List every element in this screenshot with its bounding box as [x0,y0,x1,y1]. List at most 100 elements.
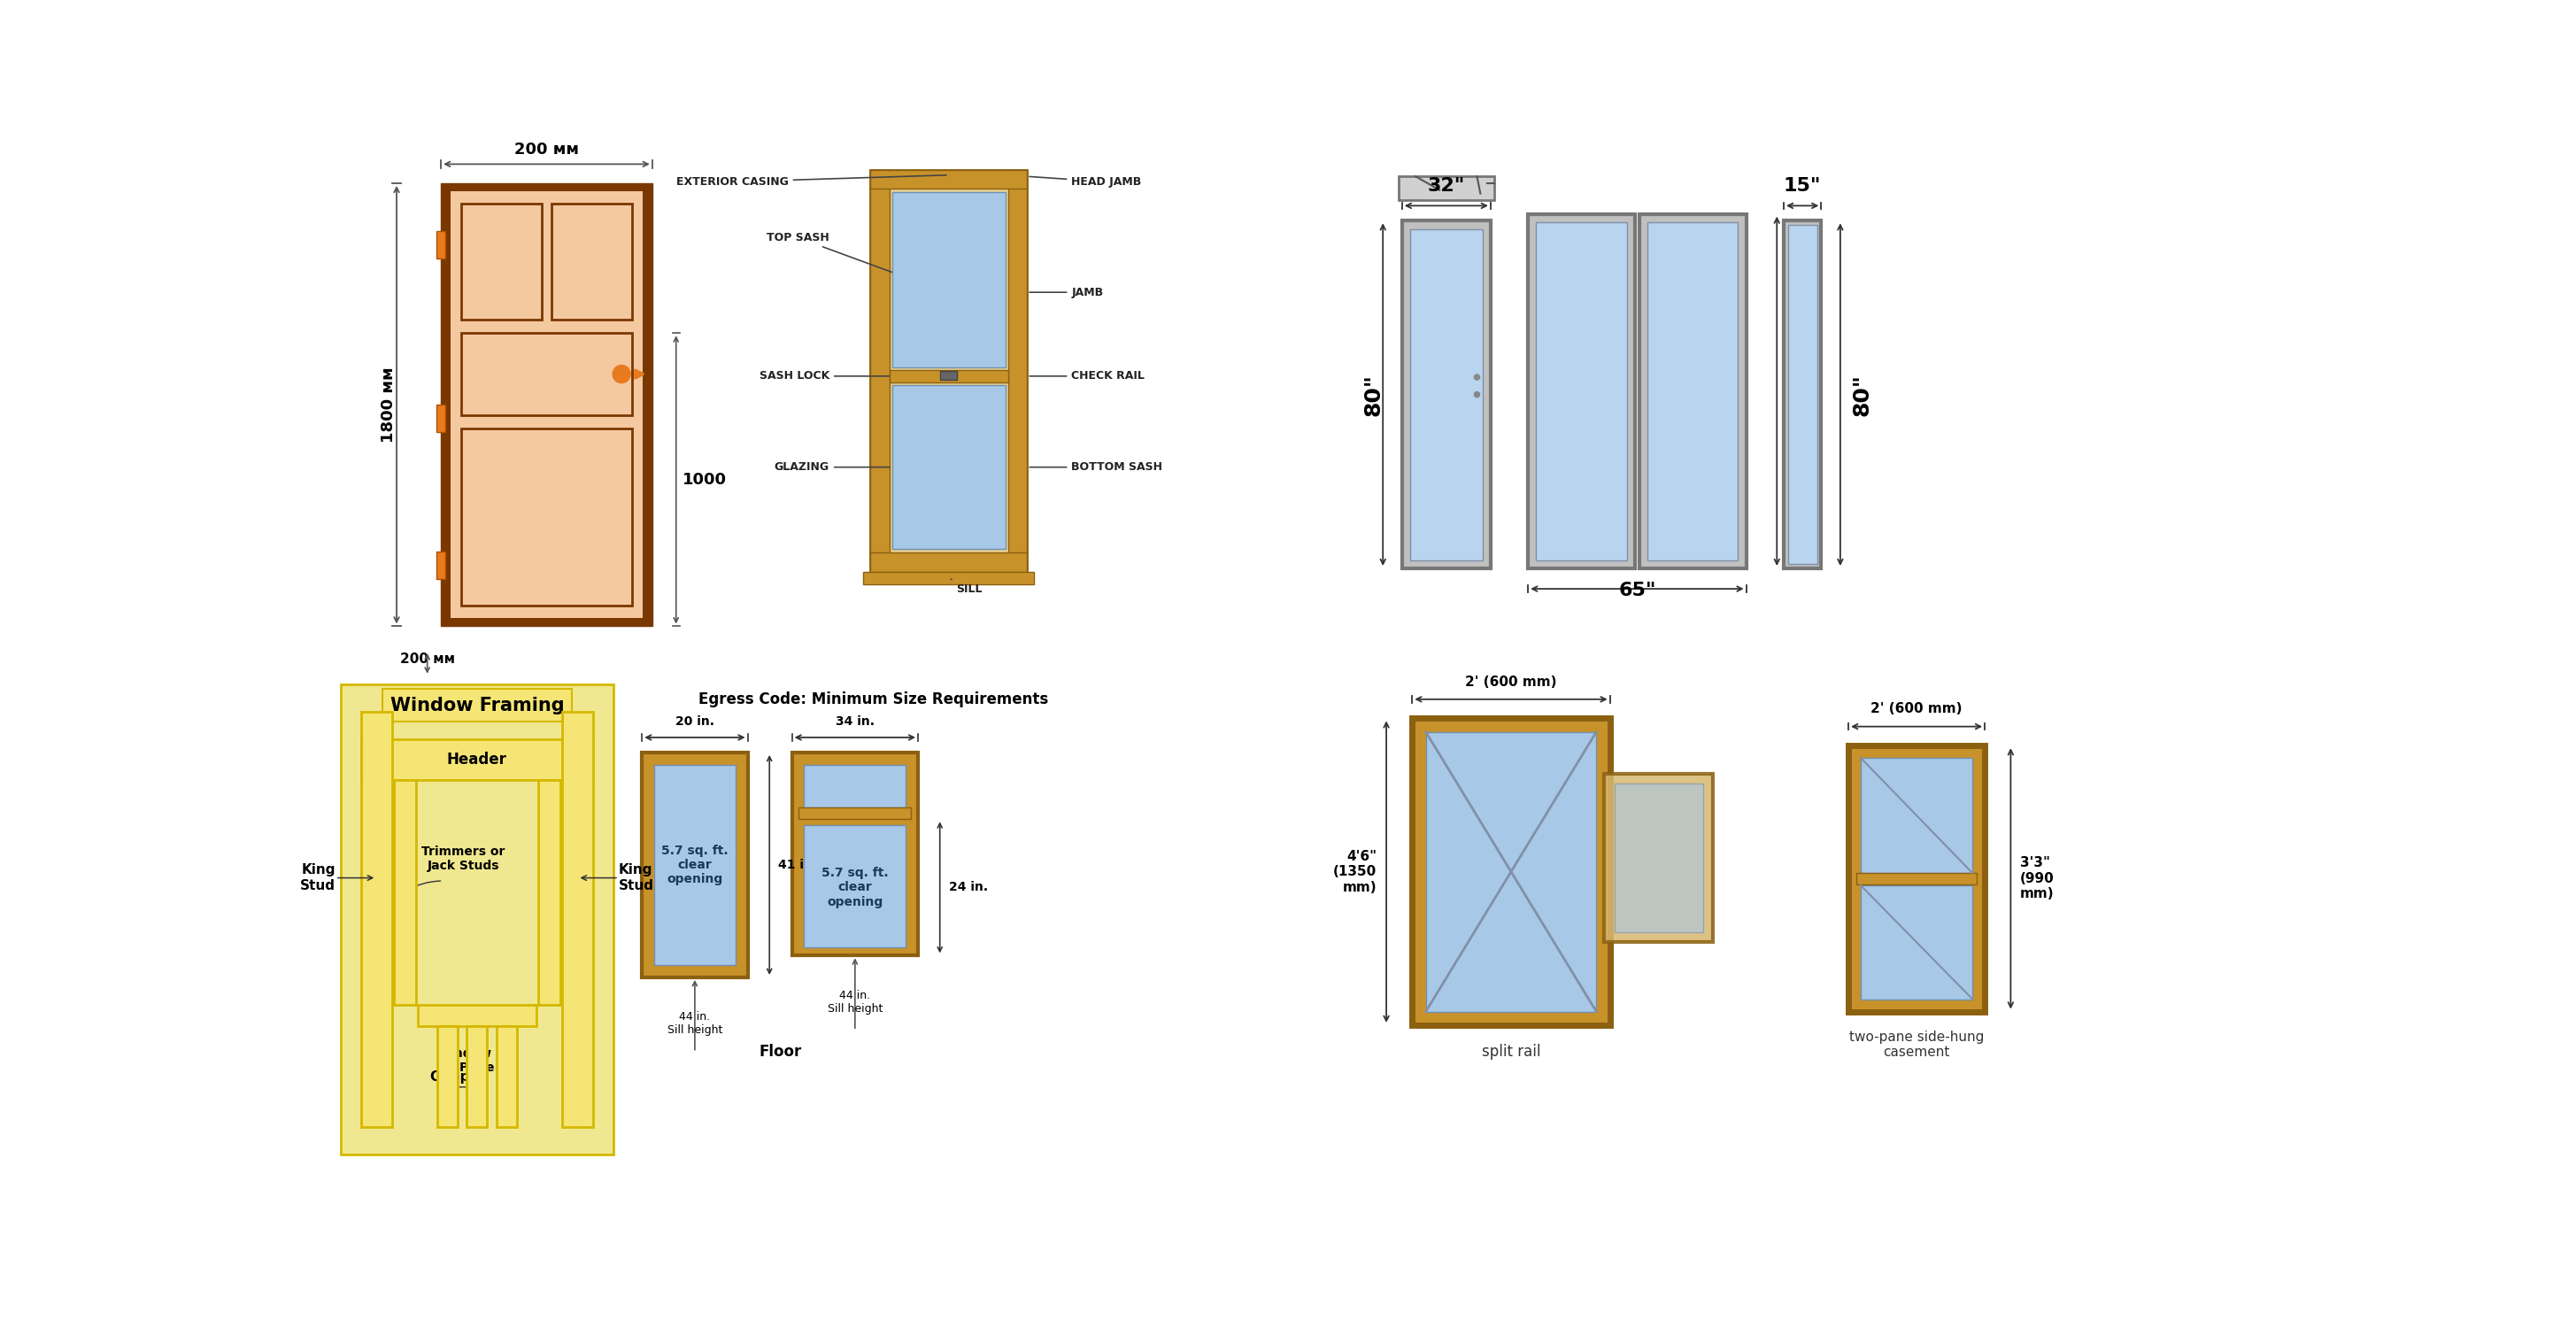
Text: 41 in.: 41 in. [778,859,817,871]
Bar [871,170,889,572]
Text: 15": 15" [1783,177,1821,195]
Text: 44 in.
Sill height: 44 in. Sill height [667,1012,721,1036]
Bar [791,753,917,956]
Bar [1399,177,1494,201]
Bar [461,429,631,606]
Bar [1860,758,1973,872]
Text: split rail: split rail [1481,1044,1540,1060]
Bar [440,183,451,627]
Text: 2' (600 mm): 2' (600 mm) [1870,703,1963,716]
Text: King
Stud: King Stud [299,863,335,892]
Text: HEAD JAMB: HEAD JAMB [1030,177,1141,187]
Text: SILL: SILL [951,579,981,595]
Bar [641,183,652,627]
Bar [440,183,652,191]
Bar [871,170,1028,189]
Text: Floor: Floor [760,1044,801,1060]
Text: two-pane side-hung
casement: two-pane side-hung casement [1850,1031,1984,1060]
Circle shape [1473,392,1479,397]
Bar [340,684,613,1154]
Text: 200 мм: 200 мм [399,652,456,665]
Bar [440,618,652,627]
Bar [562,712,592,1127]
Bar [863,572,1033,584]
Bar [641,753,747,977]
Text: 20 in.: 20 in. [675,716,714,728]
Text: SASH LOCK: SASH LOCK [760,371,938,382]
Text: Trimmers or
Jack Studs: Trimmers or Jack Studs [422,845,505,871]
Text: CHECK RAIL: CHECK RAIL [1030,371,1144,382]
Bar [438,1027,459,1127]
Bar [538,780,559,1005]
Text: 81-3/4": 81-3/4" [1788,359,1803,424]
Bar [361,738,592,780]
Bar [466,1027,487,1127]
Circle shape [1473,374,1479,380]
Bar [1605,774,1713,943]
Text: 1000: 1000 [683,471,726,487]
Bar [871,552,1028,572]
Bar [1412,718,1610,1025]
Bar [804,825,907,947]
Text: 65": 65" [1618,582,1656,600]
Bar [1528,214,1636,568]
Text: GLAZING: GLAZING [775,461,889,473]
Bar [1007,170,1028,572]
Text: 2' (600 mm): 2' (600 mm) [1466,675,1556,688]
Text: JAMB: JAMB [1030,287,1103,297]
Text: King
Stud: King Stud [618,863,654,892]
Bar [1427,732,1597,1012]
Bar [440,183,652,627]
Bar [435,405,446,432]
Bar [1409,228,1481,560]
Bar [435,231,446,258]
Bar [417,1005,536,1027]
Text: 32": 32" [1427,177,1466,195]
Bar [1788,224,1816,564]
Text: Cripple: Cripple [430,1070,484,1084]
Bar [1615,784,1703,932]
Bar [1860,886,1973,999]
Text: Egress Code: Minimum Size Requirements: Egress Code: Minimum Size Requirements [698,691,1048,706]
Text: 80": 80" [1852,373,1873,416]
Text: Window Framing: Window Framing [389,697,564,714]
Text: 5.7 sq. ft.
clear
opening: 5.7 sq. ft. clear opening [662,845,729,886]
Bar [891,385,1005,550]
Bar [871,170,1028,572]
Bar [435,551,446,579]
Bar [1857,872,1976,884]
Text: BOTTOM SASH: BOTTOM SASH [1030,461,1162,473]
Text: Header: Header [448,752,507,768]
Text: 80": 80" [1363,373,1383,416]
Text: 34 in.: 34 in. [835,716,873,728]
Bar [654,765,734,965]
Text: EXTERIOR CASING: EXTERIOR CASING [677,175,945,187]
Bar [891,193,1005,368]
Text: TOP SASH: TOP SASH [768,232,902,275]
Bar [1783,220,1821,568]
Text: 200 мм: 200 мм [515,141,580,157]
Text: Window Sill
Plate: Window Sill Plate [438,1046,518,1073]
Bar [889,371,1007,382]
Text: 3'3"
(990
mm): 3'3" (990 mm) [2020,857,2056,900]
Bar [1649,222,1739,560]
Text: 5.7 sq. ft.
clear
opening: 5.7 sq. ft. clear opening [822,867,889,908]
Bar [1401,220,1492,568]
Bar [361,712,392,1127]
Text: 1800 мм: 1800 мм [381,367,397,442]
Bar [1638,214,1747,568]
Bar [394,780,415,1005]
Bar [1850,745,1984,1012]
Bar [551,203,631,320]
Text: 44 in.
Sill height: 44 in. Sill height [827,989,884,1015]
Text: 24 in.: 24 in. [948,882,987,894]
Bar [804,765,907,807]
Bar [461,333,631,414]
Bar [1535,222,1628,560]
Bar [461,203,541,320]
Bar [497,1027,518,1127]
Text: 4'6"
(1350
mm): 4'6" (1350 mm) [1334,850,1376,894]
Bar [940,372,956,380]
Bar [799,807,912,819]
Circle shape [613,365,631,382]
